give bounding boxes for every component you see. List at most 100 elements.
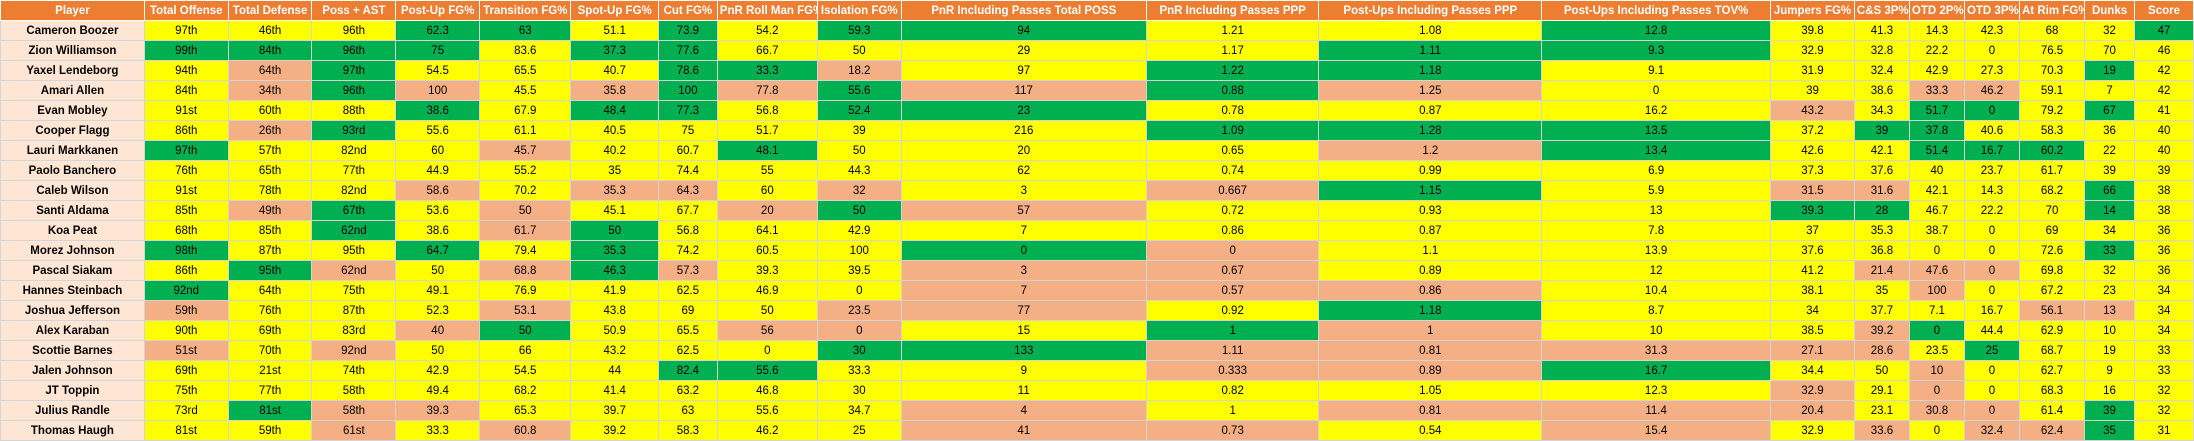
stat-cell: 33.3 — [395, 420, 481, 441]
stat-cell: 62.5 — [657, 280, 718, 301]
table-row: Scottie Barnes 51st 70th 92nd 50 66 43.2 62.5 0 3… — [0, 340, 2194, 361]
stat-cell: 77.3 — [657, 100, 718, 121]
stat-cell: 30.8 — [1908, 400, 1965, 421]
table-row: Santi Aldama 85th 49th 67th 53.6 50 45.1 67.7 20… — [0, 200, 2194, 221]
table-row: Jalen Johnson 69th 21st 74th 42.9 54.5 44 82.4 5… — [0, 360, 2194, 381]
stat-cell: 7 — [900, 220, 1147, 241]
stat-cell: 23 — [2084, 280, 2136, 301]
stat-cell: 84th — [143, 80, 229, 101]
stat-cell: 0 — [816, 320, 902, 341]
stat-cell: 96th — [311, 40, 397, 61]
stat-cell: 34.3 — [1853, 100, 1910, 121]
stat-cell: 19 — [2084, 340, 2136, 361]
stat-cell: 57th — [227, 140, 313, 161]
stat-cell: 75th — [311, 280, 397, 301]
stat-cell: 19 — [2084, 60, 2136, 81]
column-header: Jumpers FG% — [1770, 0, 1855, 21]
stat-cell: 45.5 — [479, 80, 572, 101]
stat-cell: 83.6 — [479, 40, 572, 61]
table-row: Paolo Banchero 76th 65th 77th 44.9 55.2 35 74.4… — [0, 160, 2194, 181]
stat-cell: 40 — [1908, 160, 1965, 181]
stat-cell: 94th — [143, 60, 229, 81]
stat-cell: 38.1 — [1770, 280, 1855, 301]
stat-cell: 93rd — [311, 120, 397, 141]
stat-cell: 0.81 — [1318, 400, 1543, 421]
stat-cell: 0.88 — [1145, 80, 1320, 101]
stat-cell: 14 — [2084, 200, 2136, 221]
stat-cell: 45.1 — [570, 200, 659, 221]
stat-cell: 31 — [2134, 420, 2194, 441]
stat-cell: 1.21 — [1145, 20, 1320, 41]
stat-cell: 46.9 — [716, 280, 818, 301]
stat-cell: 60 — [395, 140, 481, 161]
stat-cell: 39.7 — [570, 400, 659, 421]
stat-cell: 70th — [227, 340, 313, 361]
stat-cell: 44.9 — [395, 160, 481, 181]
stat-cell: 23.7 — [1963, 160, 2020, 181]
stat-cell: 96th — [311, 80, 397, 101]
stat-cell: 0.87 — [1318, 100, 1543, 121]
stat-cell: 81st — [143, 420, 229, 441]
stat-cell: 51.7 — [716, 120, 818, 141]
stat-cell: 13 — [2084, 300, 2136, 321]
stat-cell: 65.5 — [479, 60, 572, 81]
stat-cell: 16.7 — [1963, 300, 2020, 321]
stat-cell: 117 — [900, 80, 1147, 101]
column-header: PnR Including Passes Total POSS — [900, 0, 1147, 21]
stat-cell: 32.9 — [1770, 40, 1855, 61]
stat-cell: 41.4 — [570, 380, 659, 401]
header-row: Player Total Offense Total Defense Poss + A… — [0, 0, 2194, 21]
stat-cell: 39 — [2084, 400, 2136, 421]
stat-cell: 63.2 — [657, 380, 718, 401]
stat-cell: 37.6 — [1770, 240, 1855, 261]
stat-cell: 65.5 — [657, 320, 718, 341]
stat-cell: 55.6 — [716, 400, 818, 421]
table-row: Cooper Flagg 86th 26th 93rd 55.6 61.1 40.5 75 51… — [0, 120, 2194, 141]
stat-cell: 1 — [1318, 320, 1543, 341]
stat-cell: 52.4 — [816, 100, 902, 121]
stat-cell: 0.73 — [1145, 420, 1320, 441]
player-name-cell: Joshua Jefferson — [0, 300, 145, 321]
stat-cell: 35 — [570, 160, 659, 181]
stat-cell: 50 — [479, 320, 572, 341]
stat-cell: 21.4 — [1853, 260, 1910, 281]
stat-cell: 15.4 — [1541, 420, 1772, 441]
stat-cell: 67.9 — [479, 100, 572, 121]
stat-cell: 42.9 — [816, 220, 902, 241]
stat-cell: 39 — [816, 120, 902, 141]
stat-cell: 69th — [227, 320, 313, 341]
stat-cell: 39 — [2134, 160, 2194, 181]
stat-cell: 1.25 — [1318, 80, 1543, 101]
stat-cell: 92nd — [143, 280, 229, 301]
stat-cell: 68.2 — [2018, 180, 2086, 201]
stat-cell: 20 — [900, 140, 1147, 161]
table-row: Koa Peat 68th 85th 62nd 38.6 61.7 50 56.8 64.1 42… — [0, 220, 2194, 241]
stat-cell: 69.8 — [2018, 260, 2086, 281]
stat-cell: 5.9 — [1541, 180, 1772, 201]
stat-cell: 85th — [143, 200, 229, 221]
stat-cell: 0 — [1908, 320, 1965, 341]
stat-cell: 1.05 — [1318, 380, 1543, 401]
stat-cell: 62.3 — [395, 20, 481, 41]
stat-cell: 60.7 — [657, 140, 718, 161]
stat-cell: 36 — [2134, 260, 2194, 281]
stat-cell: 82nd — [311, 180, 397, 201]
stat-cell: 51st — [143, 340, 229, 361]
stat-cell: 0.89 — [1318, 360, 1543, 381]
stat-cell: 21st — [227, 360, 313, 381]
stat-cell: 13 — [1541, 200, 1772, 221]
stat-cell: 46.3 — [570, 260, 659, 281]
stat-cell: 97th — [143, 140, 229, 161]
stat-cell: 0.92 — [1145, 300, 1320, 321]
stat-cell: 98th — [143, 240, 229, 261]
stat-cell: 64th — [227, 280, 313, 301]
stat-cell: 32 — [2134, 400, 2194, 421]
stat-cell: 48.4 — [570, 100, 659, 121]
stat-cell: 33 — [2134, 360, 2194, 381]
stat-cell: 0.86 — [1318, 280, 1543, 301]
stat-cell: 8.7 — [1541, 300, 1772, 321]
stat-cell: 20.4 — [1770, 400, 1855, 421]
player-name-cell: JT Toppin — [0, 380, 145, 401]
stat-cell: 34 — [1770, 300, 1855, 321]
stat-cell: 1 — [1145, 320, 1320, 341]
